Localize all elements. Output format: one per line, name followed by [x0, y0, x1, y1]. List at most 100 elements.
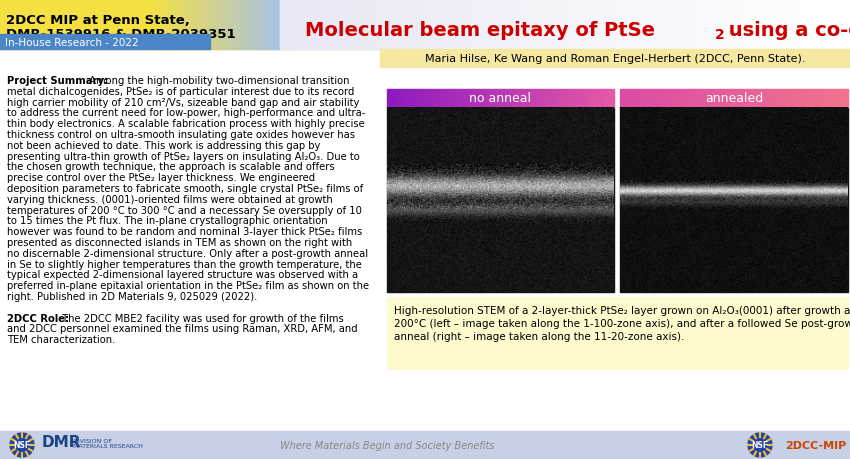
Bar	[565, 90, 566, 108]
Bar	[787, 90, 788, 108]
Bar	[238, 0, 239, 50]
Bar	[830, 90, 831, 108]
Bar	[231, 0, 232, 50]
Bar	[582, 0, 588, 50]
Bar	[844, 0, 850, 50]
Bar	[690, 90, 691, 108]
Bar	[271, 0, 272, 50]
Bar	[422, 0, 428, 50]
Text: Al₂O₃: Al₂O₃	[628, 228, 656, 238]
Bar	[388, 90, 389, 108]
Bar	[420, 90, 421, 108]
Bar	[225, 0, 226, 50]
Bar	[422, 90, 423, 108]
Bar	[662, 90, 663, 108]
Bar	[822, 90, 823, 108]
Bar	[660, 90, 661, 108]
Bar	[816, 90, 817, 108]
Bar	[303, 0, 309, 50]
Bar	[559, 0, 565, 50]
Bar	[274, 0, 275, 50]
Bar	[528, 90, 529, 108]
Bar	[439, 90, 440, 108]
Bar	[513, 90, 514, 108]
Bar	[678, 90, 679, 108]
Bar	[610, 90, 611, 108]
Bar	[275, 0, 276, 50]
Bar	[596, 90, 597, 108]
Bar	[760, 90, 761, 108]
Text: MATERIALS RESEARCH: MATERIALS RESEARCH	[73, 443, 143, 448]
Text: not been achieved to date. This work is addressing this gap by: not been achieved to date. This work is …	[7, 140, 320, 151]
Bar	[598, 90, 599, 108]
Bar	[262, 0, 264, 50]
Bar	[168, 0, 169, 50]
Bar	[685, 90, 686, 108]
Bar	[597, 90, 598, 108]
Bar	[187, 0, 188, 50]
Bar	[609, 90, 610, 108]
Bar	[667, 0, 673, 50]
Bar	[634, 90, 635, 108]
Bar	[665, 90, 666, 108]
Bar	[337, 0, 343, 50]
Bar	[526, 90, 527, 108]
Bar	[586, 90, 587, 108]
Text: temperatures of 200 °C to 300 °C and a necessary Se oversupply of 10: temperatures of 200 °C to 300 °C and a n…	[7, 205, 362, 215]
Bar	[236, 0, 237, 50]
Bar	[605, 90, 606, 108]
Bar	[553, 0, 559, 50]
Bar	[673, 90, 674, 108]
Bar	[687, 90, 688, 108]
Bar	[151, 0, 152, 50]
Bar	[245, 0, 246, 50]
Bar	[521, 90, 522, 108]
Bar	[796, 90, 797, 108]
Bar	[436, 90, 437, 108]
Bar	[688, 90, 689, 108]
Bar	[798, 90, 799, 108]
Text: to 15 times the Pt flux. The in-plane crystallographic orientation: to 15 times the Pt flux. The in-plane cr…	[7, 216, 327, 226]
Bar	[286, 0, 292, 50]
Bar	[504, 90, 505, 108]
Bar	[157, 0, 158, 50]
Bar	[754, 90, 755, 108]
Bar	[806, 90, 807, 108]
Bar	[599, 0, 605, 50]
Text: Al₂O₃: Al₂O₃	[395, 228, 423, 238]
Text: 2DCC Role:: 2DCC Role:	[7, 313, 69, 323]
Bar	[423, 90, 424, 108]
Bar	[628, 90, 629, 108]
Text: 2DCC-MIP: 2DCC-MIP	[785, 440, 847, 450]
Bar	[707, 0, 713, 50]
Bar	[214, 0, 215, 50]
Bar	[709, 90, 710, 108]
Bar	[726, 90, 727, 108]
Bar	[533, 90, 534, 108]
Bar	[269, 0, 270, 50]
Bar	[773, 90, 774, 108]
Bar	[475, 90, 476, 108]
Bar	[779, 90, 780, 108]
Bar	[661, 90, 662, 108]
Bar	[447, 90, 448, 108]
Text: 2: 2	[715, 28, 725, 42]
Bar	[457, 90, 458, 108]
Bar	[445, 0, 451, 50]
Bar	[576, 0, 582, 50]
Bar	[548, 90, 549, 108]
Text: metal dichalcogenides, PtSe₂ is of particular interest due to its record: metal dichalcogenides, PtSe₂ is of parti…	[7, 87, 354, 96]
Bar	[152, 0, 153, 50]
Bar	[216, 0, 217, 50]
Text: 2 nm: 2 nm	[395, 265, 420, 275]
Bar	[641, 90, 642, 108]
Bar	[401, 90, 402, 108]
Bar	[749, 90, 750, 108]
Bar	[804, 90, 805, 108]
Bar	[366, 0, 371, 50]
Bar	[590, 90, 591, 108]
Bar	[593, 0, 599, 50]
Bar	[777, 90, 778, 108]
Bar	[393, 90, 394, 108]
Bar	[739, 90, 740, 108]
